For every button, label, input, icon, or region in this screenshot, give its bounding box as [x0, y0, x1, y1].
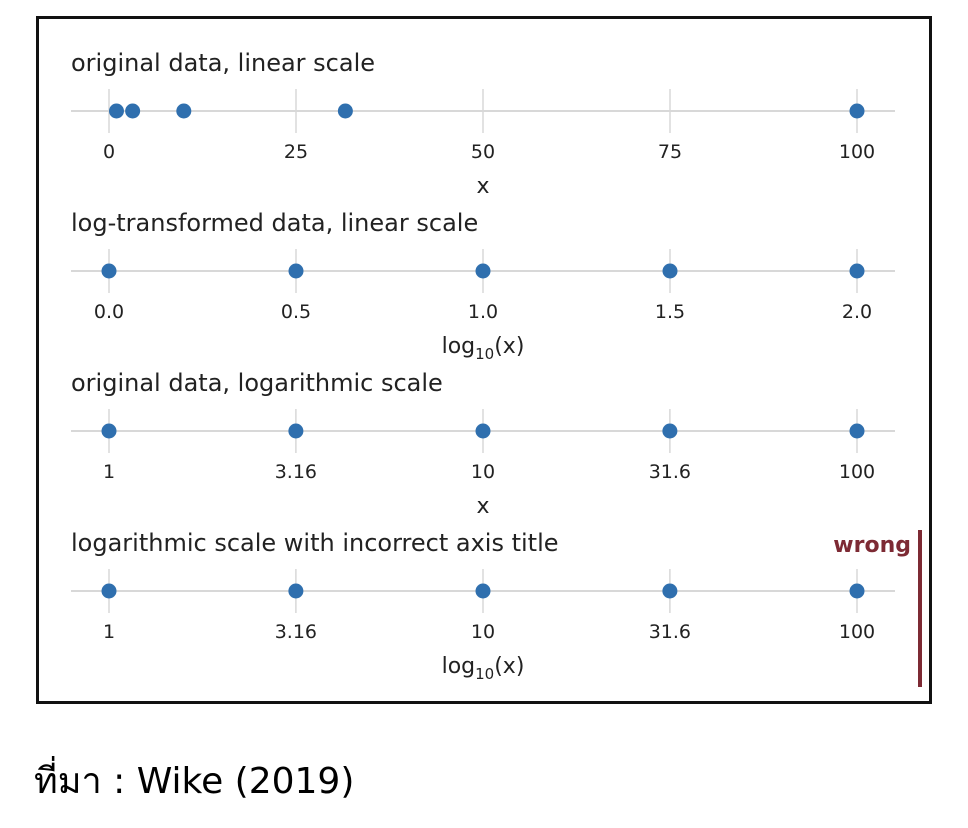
data-point [101, 263, 117, 279]
panel-title: log-transformed data, linear scale [71, 209, 478, 237]
tick-label: 31.6 [649, 621, 691, 643]
tick-label: 100 [839, 461, 875, 483]
tick-label: 25 [284, 141, 308, 163]
axis-title: log10(x) [442, 654, 525, 683]
data-point [662, 263, 678, 279]
data-point [337, 103, 353, 119]
panel-title: logarithmic scale with incorrect axis ti… [71, 529, 559, 557]
tick-label: 50 [471, 141, 495, 163]
data-point [176, 103, 192, 119]
tick-label: 10 [471, 461, 495, 483]
panel-title: original data, linear scale [71, 49, 375, 77]
data-point [849, 263, 865, 279]
tick-label: 1.0 [468, 301, 498, 323]
data-point [288, 583, 304, 599]
tick-label: 10 [471, 621, 495, 643]
data-point [475, 583, 491, 599]
tick-label: 75 [658, 141, 682, 163]
data-point [849, 583, 865, 599]
data-point [662, 583, 678, 599]
data-point [288, 263, 304, 279]
data-point [849, 103, 865, 119]
tick-label: 3.16 [275, 621, 317, 643]
tick-label: 1 [103, 461, 115, 483]
data-point [849, 423, 865, 439]
source-caption: ที่มา : Wike (2019) [34, 761, 355, 802]
axis-title: x [476, 174, 489, 199]
tick-label: 2.0 [842, 301, 872, 323]
data-point [288, 423, 304, 439]
axis-title: x [476, 494, 489, 519]
tick-label: 100 [839, 621, 875, 643]
data-point [101, 423, 117, 439]
data-point [108, 103, 124, 119]
data-point [101, 583, 117, 599]
data-point [475, 423, 491, 439]
chart-canvas: original data, linear scale 0 25 50 75 100 x lo… [71, 49, 922, 687]
tick-label: 0 [103, 141, 115, 163]
tick-label: 1.5 [655, 301, 685, 323]
data-point [125, 103, 141, 119]
tick-label: 3.16 [275, 461, 317, 483]
tick-label: 0.0 [94, 301, 124, 323]
wrong-label: wrong [833, 533, 911, 558]
panel-title: original data, logarithmic scale [71, 369, 443, 397]
data-point [662, 423, 678, 439]
tick-label: 0.5 [281, 301, 311, 323]
axis-title: log10(x) [442, 334, 525, 363]
tick-label: 1 [103, 621, 115, 643]
tick-label: 31.6 [649, 461, 691, 483]
data-point [475, 263, 491, 279]
tick-label: 100 [839, 141, 875, 163]
figure-frame: original data, linear scale 0 25 50 75 100 x lo… [36, 16, 932, 704]
